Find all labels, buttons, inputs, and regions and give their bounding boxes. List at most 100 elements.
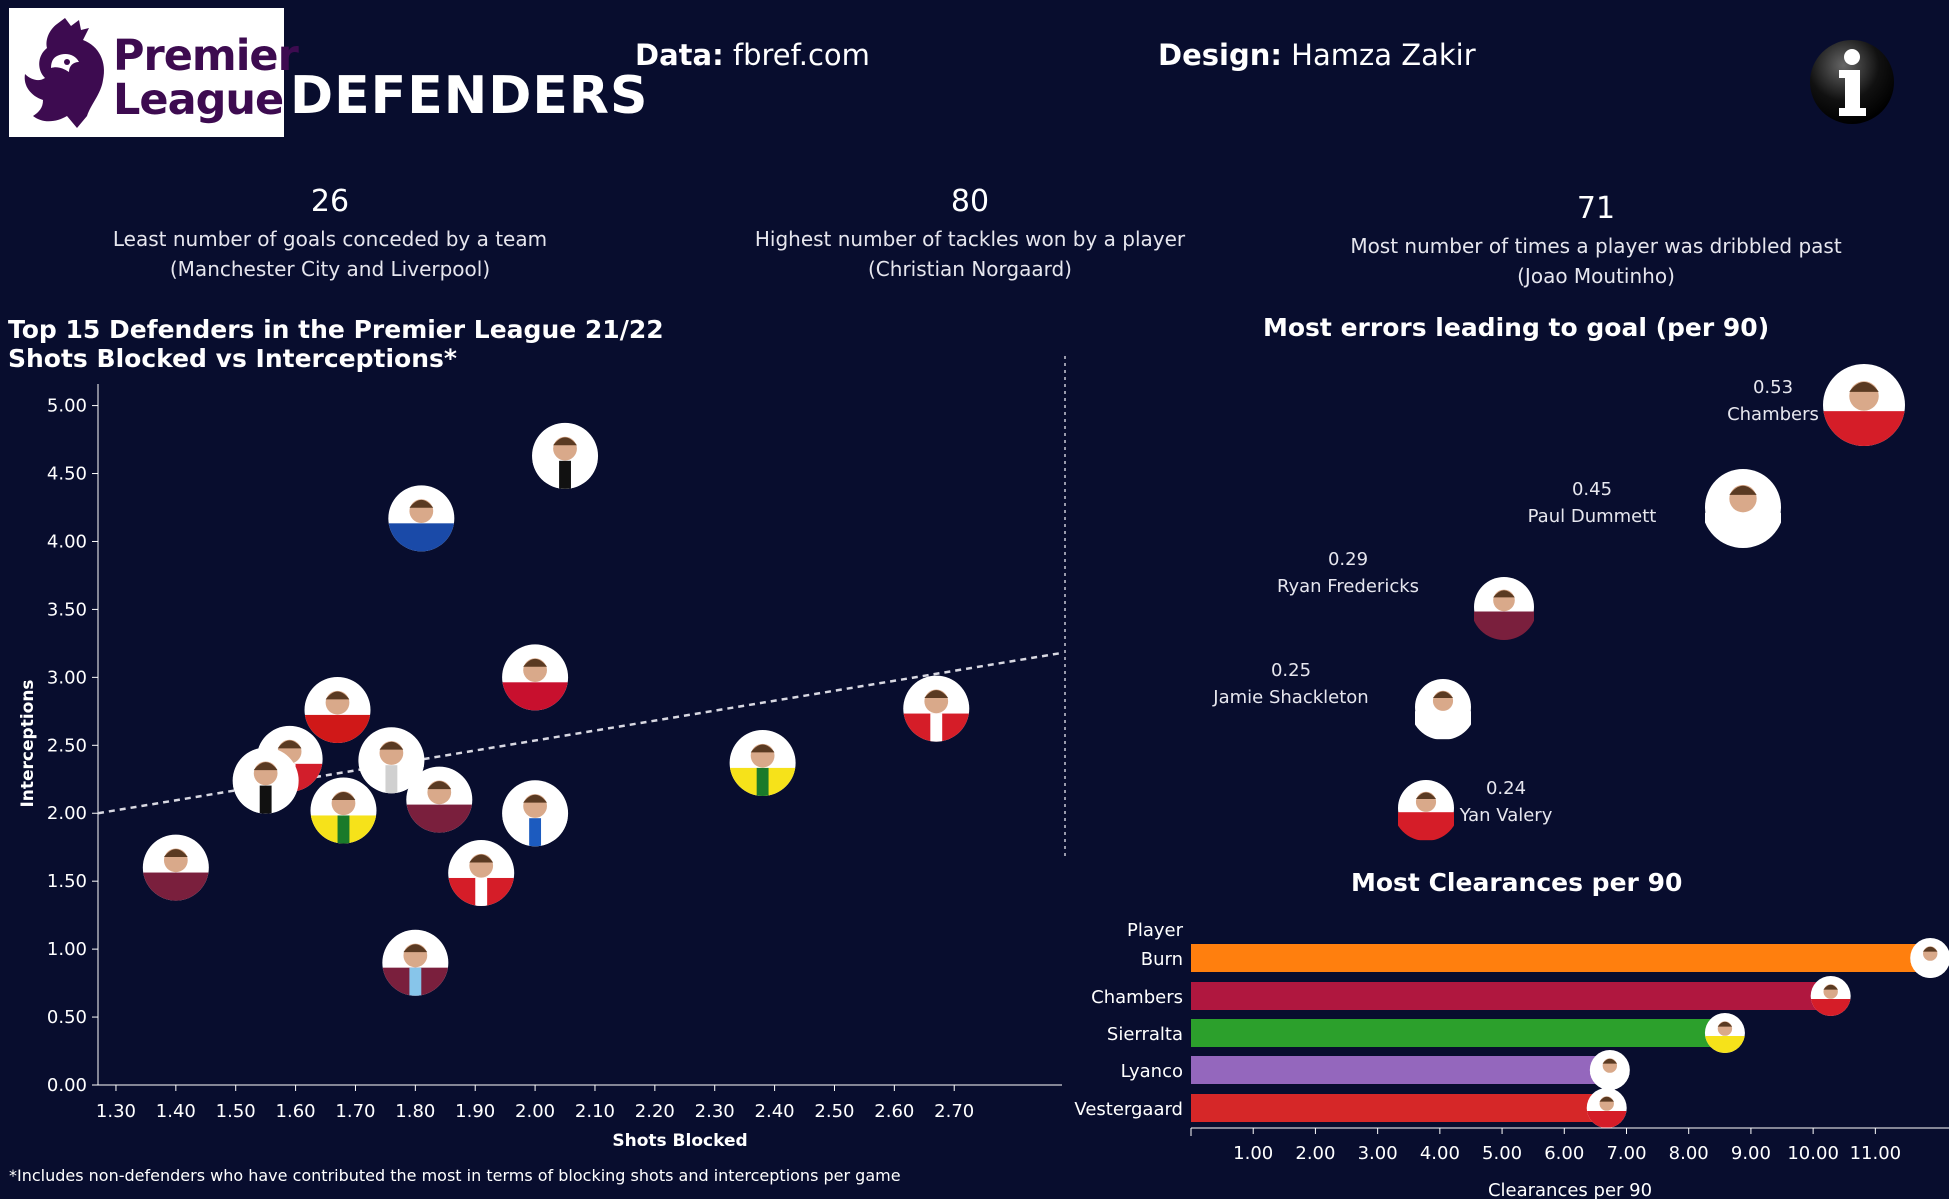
scatter-point [406,766,473,833]
y-tick-label: 4.00 [47,531,87,552]
avatar-shirt [1705,512,1781,548]
avatar-figure [1810,984,1851,1016]
avatar-shirt-stripe [559,460,571,489]
scatter-title: Top 15 Defenders in the Premier League 2… [8,315,664,373]
bar-player-avatar [1704,1013,1745,1053]
bar-category-label: Lyanco [1121,1061,1183,1082]
scatter-point [142,834,209,901]
avatar-shirt [1415,711,1471,740]
scatter-title-line2: Shots Blocked vs Interceptions* [8,344,457,373]
avatar-hair [403,944,428,953]
bar-category-label: Chambers [1091,987,1183,1008]
x-tick-label: 2.10 [575,1101,615,1122]
page-title: DEFENDERS [290,66,649,126]
bar-x-tick-label: 3.00 [1358,1143,1398,1164]
scatter-point [382,929,449,996]
logo-wordmark: Premier League [113,34,299,125]
bar-x-tick-label: 5.00 [1482,1143,1522,1164]
avatar-shirt-stripe [930,713,943,742]
avatar-hair [1729,485,1757,495]
y-axis-title: Interceptions [18,679,38,807]
avatar-figure [1704,1021,1745,1053]
scatter-point [729,729,796,796]
trend-line [97,651,1063,815]
scatter-point [502,780,569,847]
bar-player-avatar [1586,1088,1627,1128]
stat-tackles-won: 80 Highest number of tackles won by a pl… [720,180,1220,284]
avatar-shirt-stripe [756,767,769,796]
scatter-point [232,747,299,814]
avatar-hair [469,854,494,863]
error-value-label: 0.25 [1271,660,1311,681]
y-tick-label: 3.50 [47,599,87,620]
y-tick-label: 0.00 [47,1075,87,1096]
y-tick-label: 2.50 [47,735,87,756]
clearances-bar-chart: Player Burn Chambers Sierralta Lyanco Vesterg… [1074,920,1949,1199]
stat-subject: (Christian Norgaard) [868,257,1072,281]
avatar-shirt [1586,1111,1627,1128]
avatar-hair [924,690,949,699]
clearance-bar [1191,982,1829,1010]
error-value-label: 0.24 [1486,778,1526,799]
x-tick-label: 1.40 [156,1101,196,1122]
avatar-shirt [1910,961,1949,978]
bar-x-tick-label: 11.00 [1850,1143,1902,1164]
data-credit-value: fbref.com [723,38,870,72]
clearance-bar [1191,1019,1723,1047]
error-player-avatar [1823,364,1905,446]
clearance-bar [1191,1094,1605,1122]
avatar-shirt [502,682,569,711]
x-tick-label: 1.80 [395,1101,435,1122]
avatar-shirt [1810,999,1851,1016]
design-credit-label: Design: [1158,38,1282,72]
avatar-hair [1493,590,1515,598]
avatar-hair [277,740,302,749]
error-player-name: Yan Valery [1459,805,1553,826]
avatar-shirt-stripe [475,877,488,907]
errors-chart-title: Most errors leading to goal (per 90) [1263,313,1770,342]
info-icon[interactable] [1808,38,1896,126]
avatar-shirt-stripe [337,815,350,844]
avatar-hair [253,762,278,771]
error-player-name: Paul Dummett [1528,506,1657,527]
x-tick-label: 2.00 [515,1101,555,1122]
clearance-bar [1191,944,1929,972]
x-tick-label: 2.50 [814,1101,854,1122]
avatar-hair [1602,1058,1618,1064]
error-value-label: 0.45 [1572,479,1612,500]
error-value-label: 0.29 [1328,549,1368,570]
scatter-point [388,485,455,552]
avatar-shirt-stripe [529,818,542,847]
error-value-label: 0.53 [1753,377,1793,398]
clearance-bar [1191,1056,1608,1084]
avatar-hair [331,792,356,800]
y-tick-label: 0.50 [47,1007,87,1028]
scatter-title-line1: Top 15 Defenders in the Premier League 2… [8,315,664,344]
avatar-shirt [1823,411,1905,446]
stat-subject: (Joao Moutinho) [1517,264,1675,288]
stat-description: Most number of times a player was dribbl… [1350,234,1842,258]
avatar-figure [406,780,473,833]
y-tick-label: 2.00 [47,803,87,824]
avatar-shirt [142,872,209,901]
avatar-shirt-stripe [259,785,272,814]
logo-line2: League [113,75,284,125]
bar-header-label: Player [1127,920,1184,941]
avatar-hair [1599,1096,1614,1102]
x-axis-title: Shots Blocked [612,1131,747,1151]
avatar-hair [325,691,350,700]
stat-subject: (Manchester City and Liverpool) [169,257,491,281]
scatter-point [310,777,377,844]
stat-goals-conceded: 26 Least number of goals conceded by a t… [80,180,580,284]
bar-x-tick-label: 4.00 [1420,1143,1460,1164]
avatar-figure [310,791,377,844]
x-tick-label: 2.20 [635,1101,675,1122]
avatar-shirt [1704,1036,1745,1053]
x-tick-label: 1.30 [96,1101,136,1122]
avatar-shirt [388,523,455,552]
avatar-hair [379,741,404,750]
x-tick-label: 2.70 [934,1101,974,1122]
avatar-hair [523,658,547,667]
avatar-hair [523,794,547,803]
